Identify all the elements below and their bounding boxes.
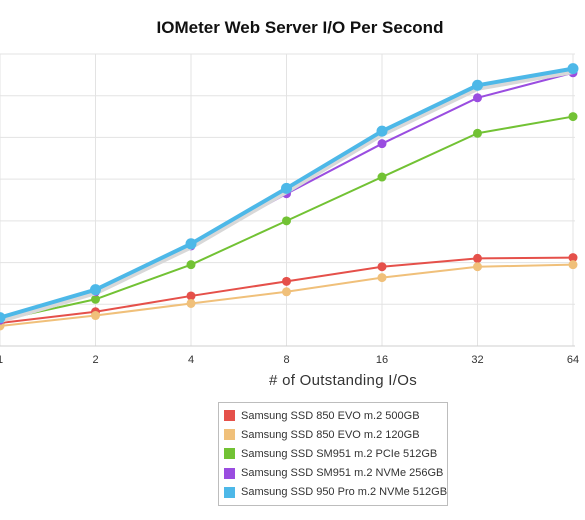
data-point [281,182,292,194]
data-point [186,291,196,301]
legend-label: Samsung SSD 850 EVO m.2 120GB [241,428,420,441]
legend-item: Samsung SSD 850 EVO m.2 500GB [219,406,447,425]
data-point [473,93,482,103]
line-chart: 1 2 4 8 16 32 64 [0,53,579,366]
data-point [473,128,482,138]
x-tick-label: 1 [0,354,3,366]
series-2 [0,260,578,331]
legend-swatch [224,486,235,498]
data-point [0,312,6,324]
legend-label: Samsung SSD 950 Pro m.2 NVMe 512GB [241,486,448,499]
data-point [473,253,482,263]
data-point [90,284,101,296]
x-tick-labels: 1 2 4 8 16 32 64 [0,354,579,366]
data-point [185,238,197,250]
series-4 [0,68,578,325]
legend-item: Samsung SSD 950 Pro m.2 NVMe 512GB [219,483,447,502]
legend-label: Samsung SSD SM951 m.2 NVMe 256GB [241,467,444,480]
legend-item: Samsung SSD 850 EVO m.2 120GB [219,425,447,444]
data-point [186,260,196,270]
data-point [568,112,578,122]
series-layer [0,63,579,331]
data-point [377,139,387,149]
x-tick-label: 64 [567,354,579,366]
data-point [568,253,578,263]
legend-swatch [224,467,235,479]
data-point [473,262,482,272]
data-point [91,294,100,304]
x-tick-label: 16 [376,354,388,366]
data-point [567,63,579,75]
data-point [282,276,291,286]
x-axis-title: # of Outstanding I/Os [268,372,418,389]
x-tick-label: 8 [283,354,289,366]
series-3 [0,112,578,325]
data-point [376,125,388,137]
data-point [91,311,100,321]
data-point [472,79,483,91]
legend-item: Samsung SSD SM951 m.2 NVMe 256GB [219,464,447,483]
data-point [377,273,387,283]
data-point [186,298,196,308]
x-tick-label: 32 [471,354,483,366]
data-point [568,260,578,270]
x-tick-label: 4 [188,354,194,366]
legend-label: Samsung SSD 850 EVO m.2 500GB [241,409,420,422]
data-point [377,262,387,272]
legend-swatch [224,448,235,460]
legend: Samsung SSD 850 EVO m.2 500GB Samsung SSD… [218,402,448,506]
chart-title: IOMeter Web Server I/O Per Second [156,18,444,37]
legend-swatch [224,429,235,441]
data-point [282,287,291,297]
series-5 [0,63,579,324]
legend-item: Samsung SSD SM951 m.2 PCIe 512GB [219,444,447,463]
x-tick-label: 2 [92,354,98,366]
legend-label: Samsung SSD SM951 m.2 PCIe 512GB [241,447,438,460]
data-point [377,172,387,182]
legend-swatch [224,410,235,422]
data-point [282,216,291,226]
